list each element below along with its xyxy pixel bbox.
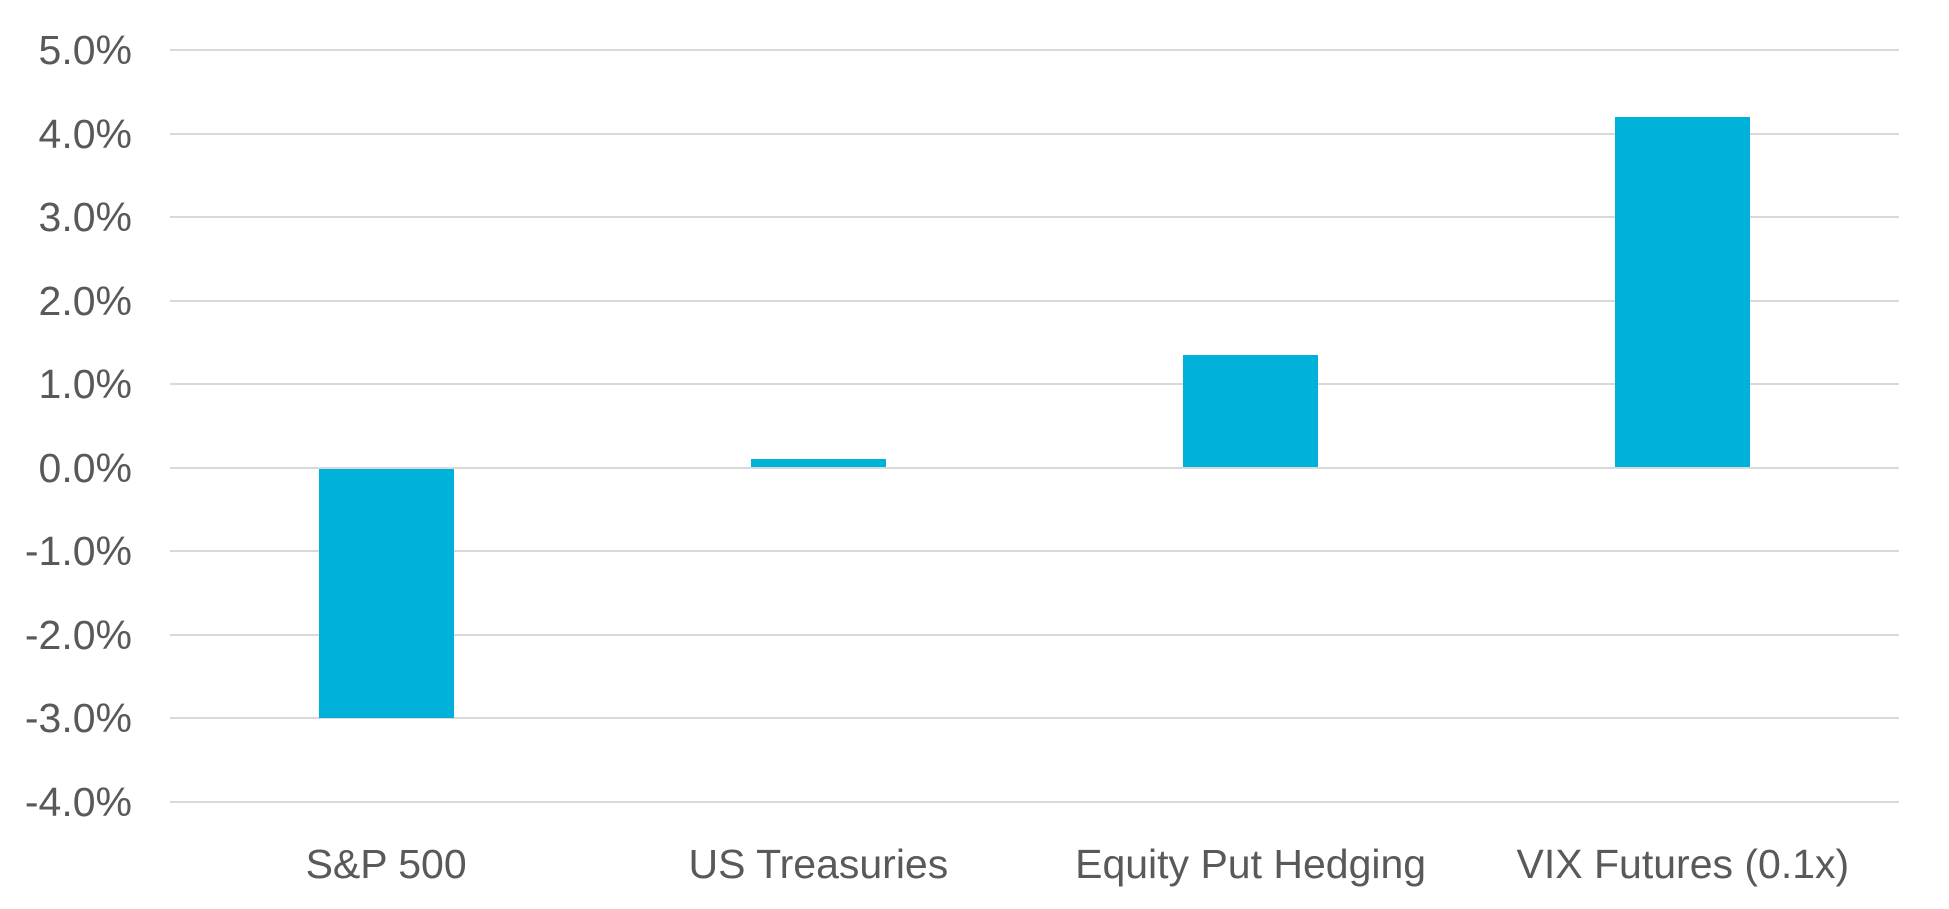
- x-category-label: Equity Put Hedging: [1075, 841, 1427, 887]
- y-tick-label: 2.0%: [38, 277, 132, 324]
- gridline-2.0%: [170, 299, 1899, 302]
- y-tick-label: 3.0%: [38, 194, 132, 241]
- plot-area: [170, 49, 1899, 803]
- x-category-label: VIX Futures (0.1x): [1516, 841, 1850, 887]
- gridline-0.0%: [170, 466, 1899, 469]
- y-tick-label: 4.0%: [38, 110, 132, 157]
- bar-equity-put-hedging: [1183, 354, 1319, 467]
- gridline-4.0%: [170, 132, 1899, 135]
- y-tick-label: 5.0%: [38, 27, 132, 73]
- y-tick-label: -2.0%: [24, 611, 132, 658]
- y-tick-label: -3.0%: [24, 695, 132, 742]
- x-category-label: US Treasuries: [688, 841, 949, 887]
- gridline-3.0%: [170, 216, 1899, 219]
- bar-vix-futures-0-1x: [1615, 116, 1751, 467]
- y-tick-label: -1.0%: [24, 528, 132, 575]
- gridline--4.0%: [170, 801, 1899, 803]
- gridline-1.0%: [170, 383, 1899, 386]
- gridline-5.0%: [170, 49, 1899, 51]
- y-tick-label: 1.0%: [38, 361, 132, 408]
- x-category-label: S&P 500: [305, 841, 467, 887]
- gridline--2.0%: [170, 633, 1899, 636]
- y-tick-label: -4.0%: [24, 779, 132, 825]
- y-tick-label: 0.0%: [38, 444, 132, 491]
- bar-us-treasuries: [750, 459, 886, 467]
- bar-s-p-500: [318, 468, 454, 719]
- gridline--1.0%: [170, 550, 1899, 553]
- gridline--3.0%: [170, 717, 1899, 720]
